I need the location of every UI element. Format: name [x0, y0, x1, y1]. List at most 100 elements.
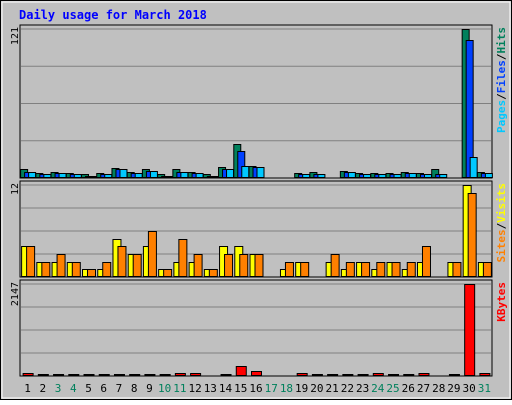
bar-sites-day-23 — [361, 262, 371, 277]
panel-frame — [19, 279, 493, 377]
bar-pages-day-30 — [469, 157, 478, 178]
bar-sites-day-11 — [178, 239, 188, 277]
bar-pages-day-3 — [58, 173, 67, 178]
bar-pages-day-19 — [302, 174, 311, 178]
bar-kbytes-day-11 — [174, 373, 186, 376]
bar-kbytes-day-8 — [129, 374, 141, 376]
bar-pages-day-4 — [73, 174, 82, 178]
x-tick-label-10: 10 — [158, 382, 171, 395]
legend-separator: / — [495, 53, 508, 60]
bar-kbytes-day-1 — [22, 373, 34, 376]
x-tick-label-12: 12 — [188, 382, 201, 395]
bar-sites-day-27 — [421, 246, 431, 277]
bar-pages-day-28 — [439, 174, 448, 178]
bar-kbytes-day-23 — [357, 374, 369, 376]
y-max-label: 2147 — [10, 282, 21, 306]
bar-pages-day-11 — [180, 172, 189, 178]
x-tick-label-21: 21 — [326, 382, 339, 395]
outer-frame-highlight — [1, 1, 511, 399]
bar-sites-day-22 — [345, 262, 355, 277]
bar-sites-day-9 — [147, 231, 157, 277]
bar-pages-day-1 — [28, 172, 37, 178]
x-tick-label-9: 9 — [146, 382, 153, 395]
panel-legend: Pages/Files/Hits — [495, 27, 508, 133]
bar-pages-day-6 — [104, 174, 113, 178]
bar-sites-day-14 — [224, 254, 234, 277]
legend-entry: Files — [495, 60, 508, 93]
bar-sites-day-31 — [482, 262, 492, 277]
bar-sites-day-5 — [87, 269, 97, 277]
y-max-label: 121 — [10, 27, 21, 45]
bar-sites-day-19 — [300, 262, 310, 277]
x-axis-labels: 1 2 3 4 5 6 7 8 9 10 11 12 13 14 15 16 17 18 19 20 21 22 23 24 2… — [24, 382, 491, 395]
bar-kbytes-day-20 — [311, 374, 323, 376]
legend-entry: Sites — [495, 229, 508, 262]
bar-kbytes-day-9 — [144, 374, 156, 376]
bar-pages-day-5 — [89, 176, 98, 178]
panel-frame — [19, 24, 493, 179]
bar-pages-day-24 — [378, 174, 387, 178]
bar-kbytes-day-22 — [342, 374, 354, 376]
y-max-label: 12 — [10, 183, 21, 195]
bar-kbytes-day-19 — [296, 373, 308, 376]
x-tick-label-15: 15 — [234, 382, 247, 395]
x-tick-label-11: 11 — [173, 382, 186, 395]
bar-pages-day-8 — [134, 173, 143, 178]
bar-sites-day-24 — [376, 262, 386, 277]
bar-kbytes-day-7 — [113, 374, 125, 376]
legend-entry: Visits — [495, 183, 508, 223]
bar-kbytes-day-21 — [327, 374, 339, 376]
bar-pages-day-23 — [363, 174, 372, 178]
bar-pages-day-13 — [210, 176, 219, 178]
bar-pages-day-12 — [195, 173, 204, 178]
bar-pages-day-7 — [119, 169, 128, 178]
bar-sites-day-15 — [239, 254, 249, 277]
bar-kbytes-day-16 — [251, 371, 262, 376]
x-tick-label-7: 7 — [116, 382, 123, 395]
bar-sites-day-16 — [254, 254, 264, 277]
x-tick-label-31: 31 — [478, 382, 491, 395]
bar-kbytes-day-5 — [83, 374, 95, 376]
x-tick-label-13: 13 — [204, 382, 217, 395]
x-tick-label-18: 18 — [280, 382, 293, 395]
x-tick-label-30: 30 — [463, 382, 476, 395]
x-tick-label-19: 19 — [295, 382, 308, 395]
bar-kbytes-day-26 — [403, 374, 415, 376]
legend-separator: / — [495, 222, 508, 229]
legend-entry: KBytes — [495, 282, 508, 322]
bar-sites-day-30 — [467, 193, 477, 277]
x-tick-label-17: 17 — [265, 382, 278, 395]
bar-sites-day-3 — [56, 254, 66, 277]
bar-pages-day-20 — [317, 174, 326, 178]
bar-pages-day-25 — [393, 174, 402, 178]
bar-sites-day-25 — [391, 262, 401, 277]
bar-sites-day-4 — [71, 262, 81, 277]
legend-entry: Pages — [495, 100, 508, 133]
bar-kbytes-day-3 — [53, 374, 65, 376]
bar-sites-day-10 — [163, 269, 173, 277]
bar-kbytes-day-29 — [448, 374, 460, 376]
bar-pages-day-22 — [347, 172, 356, 178]
bar-pages-day-10 — [165, 176, 174, 178]
bar-pages-day-31 — [484, 173, 493, 178]
x-tick-label-27: 27 — [417, 382, 430, 395]
panel-legend: Sites/Visits — [495, 183, 508, 263]
x-tick-label-29: 29 — [447, 382, 460, 395]
bar-sites-day-21 — [330, 254, 340, 277]
bar-kbytes-day-31 — [479, 373, 491, 376]
x-tick-label-14: 14 — [219, 382, 233, 395]
bar-pages-day-27 — [423, 174, 432, 178]
bar-sites-day-1 — [26, 246, 36, 277]
bar-sites-day-13 — [208, 269, 218, 277]
panel-legend: KBytes — [495, 282, 508, 322]
x-tick-label-8: 8 — [131, 382, 138, 395]
chart-title: Daily usage for March 2018 — [19, 8, 207, 22]
bar-kbytes-day-2 — [37, 374, 49, 376]
bar-sites-day-6 — [102, 262, 112, 277]
bar-sites-day-8 — [132, 254, 142, 277]
bar-pages-day-2 — [43, 174, 52, 178]
bar-files-day-30 — [465, 40, 474, 178]
